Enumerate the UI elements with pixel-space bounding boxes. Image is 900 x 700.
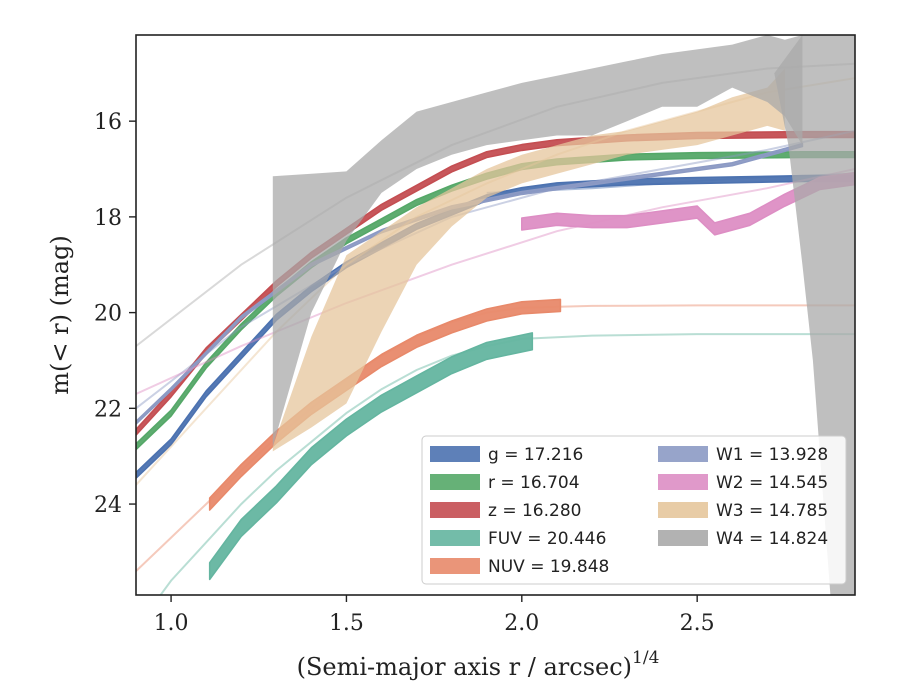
legend-entry: z = 16.280	[488, 501, 581, 521]
y-tick-label: 20	[94, 302, 122, 327]
x-tick-label: 1.5	[329, 611, 364, 636]
series-5-model-line	[136, 129, 855, 410]
y-axis-ticks: 16 18 20 22 24	[94, 110, 136, 518]
legend-entry: g = 17.216	[488, 445, 583, 465]
legend-entry: W3 = 14.785	[716, 501, 828, 521]
series-6-band	[520, 171, 855, 236]
x-tick-label: 1.0	[154, 611, 189, 636]
legend: g = 17.216 r = 16.704 z = 16.280 FUV = 20.4…	[421, 435, 847, 585]
x-tick-label: 2.0	[504, 611, 539, 636]
legend-swatch	[430, 446, 480, 462]
legend-entry: r = 16.704	[488, 473, 580, 493]
y-tick-label: 18	[94, 206, 122, 231]
legend-swatch	[430, 558, 480, 574]
y-tick-label: 16	[94, 110, 122, 135]
legend-entry: W1 = 13.928	[716, 445, 828, 465]
x-axis-ticks: 1.0 1.5 2.0 2.5	[154, 595, 715, 636]
legend-entry: W2 = 14.545	[716, 473, 828, 493]
legend-swatch	[658, 502, 708, 518]
legend-entry: FUV = 20.446	[488, 529, 606, 549]
legend-swatch	[658, 530, 708, 546]
series-3-model-line	[159, 333, 855, 595]
series-3	[159, 332, 855, 595]
x-tick-label: 2.5	[680, 611, 715, 636]
plot-area	[136, 35, 855, 595]
plot-frame	[135, 34, 856, 596]
x-axis-label: (Semi-major axis r / arcsec)1/4	[297, 648, 660, 681]
series-8-band	[272, 35, 803, 447]
legend-entry: NUV = 19.848	[488, 557, 609, 577]
series-7	[136, 68, 855, 486]
legend-swatch	[430, 530, 480, 546]
legend-entry: W4 = 14.824	[716, 529, 828, 549]
legend-swatch	[658, 474, 708, 490]
series-3-band	[208, 332, 534, 581]
series-6	[136, 168, 855, 395]
y-tick-label: 24	[94, 493, 122, 518]
legend-swatch	[658, 446, 708, 462]
legend-swatch	[430, 474, 480, 490]
series-6-model-line	[136, 168, 855, 395]
y-axis-label: m(< r) (mag)	[46, 235, 74, 394]
legend-box	[421, 435, 847, 585]
y-tick-label: 22	[94, 397, 122, 422]
legend-swatch	[430, 502, 480, 518]
series-7-band	[272, 68, 785, 452]
